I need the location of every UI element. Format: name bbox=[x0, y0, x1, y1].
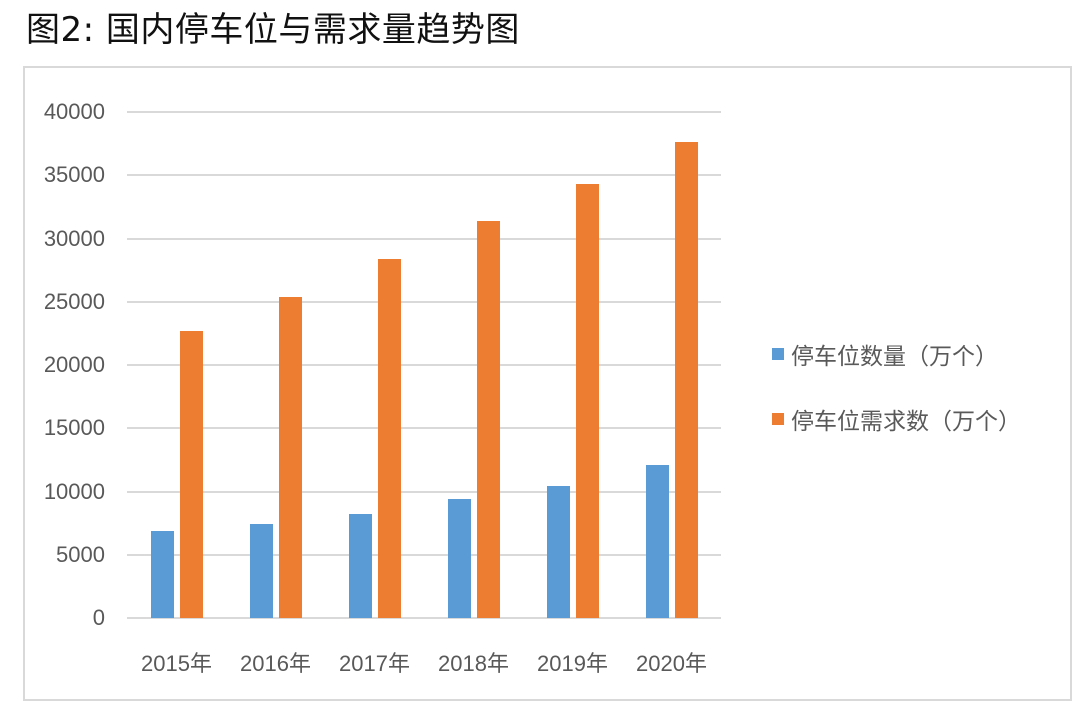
gridline bbox=[127, 174, 721, 177]
bar-parking-count bbox=[546, 485, 570, 618]
y-tick-label: 40000 bbox=[43, 99, 105, 124]
bar-parking-demand bbox=[179, 330, 203, 618]
y-tick-label: 35000 bbox=[43, 162, 105, 188]
figure-title: 图2: 国内停车位与需求量趋势图 bbox=[26, 10, 520, 50]
gridline bbox=[127, 553, 721, 556]
legend-swatch-blue bbox=[772, 348, 784, 360]
bar-parking-count bbox=[249, 523, 273, 618]
bar-parking-demand bbox=[377, 258, 401, 618]
legend-item-parking-count: 停车位数量（万个） bbox=[772, 338, 1021, 370]
bar-parking-demand bbox=[476, 220, 500, 618]
x-tick-label: 2018年 bbox=[438, 651, 509, 676]
gridline bbox=[127, 300, 721, 303]
y-tick-label: 20000 bbox=[43, 352, 105, 377]
x-tick-label: 2020年 bbox=[636, 651, 707, 676]
y-tick-label: 10000 bbox=[43, 478, 105, 504]
y-tick-label: 25000 bbox=[43, 288, 105, 314]
bar-parking-count bbox=[348, 513, 372, 618]
legend-label: 停车位数量（万个） bbox=[791, 344, 998, 370]
gridline bbox=[127, 490, 721, 493]
gridline bbox=[127, 427, 721, 430]
y-tick-label: 5000 bbox=[56, 541, 105, 567]
legend: 停车位数量（万个） 停车位需求数（万个） bbox=[772, 338, 1021, 468]
legend-label: 停车位需求数（万个） bbox=[791, 409, 1021, 435]
bar-parking-demand bbox=[278, 296, 302, 618]
y-tick-label: 0 bbox=[92, 605, 105, 630]
gridline bbox=[127, 617, 721, 619]
x-tick-label: 2016年 bbox=[240, 651, 311, 676]
bar-parking-demand bbox=[674, 142, 698, 618]
bar-parking-demand bbox=[575, 184, 599, 618]
x-tick-label: 2019年 bbox=[537, 651, 608, 676]
legend-item-parking-demand: 停车位需求数（万个） bbox=[772, 403, 1021, 435]
y-tick-label: 15000 bbox=[43, 415, 105, 441]
bar-parking-count bbox=[447, 499, 471, 618]
y-tick-label: 30000 bbox=[43, 225, 105, 251]
gridline bbox=[127, 364, 721, 366]
gridline bbox=[127, 237, 721, 240]
x-tick-label: 2015年 bbox=[141, 651, 212, 676]
gridline bbox=[127, 111, 721, 113]
legend-swatch-orange bbox=[772, 413, 784, 425]
plot-area bbox=[127, 111, 721, 619]
bar-parking-count bbox=[150, 530, 174, 618]
x-tick-label: 2017年 bbox=[339, 651, 410, 676]
bar-parking-count bbox=[645, 464, 669, 618]
